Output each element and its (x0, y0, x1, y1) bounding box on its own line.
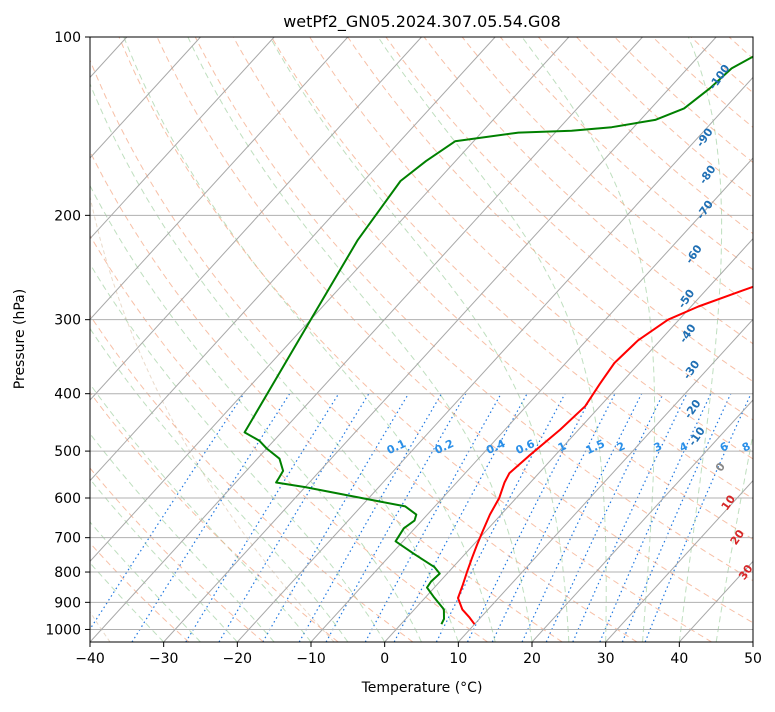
y-tick-label: 800 (54, 565, 81, 581)
x-tick-label: 30 (597, 651, 615, 667)
y-tick-label: 900 (54, 595, 81, 611)
x-tick-label: 40 (670, 651, 688, 667)
x-tick-label: 50 (744, 651, 762, 667)
y-tick-label: 500 (54, 444, 81, 460)
x-tick-label: −30 (149, 651, 179, 667)
x-axis-label: Temperature (°C) (361, 680, 483, 696)
x-tick-label: 20 (523, 651, 541, 667)
x-tick-label: 10 (449, 651, 467, 667)
y-tick-label: 100 (54, 30, 81, 46)
y-tick-label: 200 (54, 208, 81, 224)
x-tick-label: 0 (380, 651, 389, 667)
y-tick-label: 400 (54, 387, 81, 403)
y-tick-label: 300 (54, 313, 81, 329)
x-tick-label: −10 (296, 651, 326, 667)
x-tick-label: −40 (75, 651, 105, 667)
y-tick-label: 1000 (45, 622, 81, 638)
x-tick-label: −20 (223, 651, 253, 667)
y-axis-label: Pressure (hPa) (12, 289, 28, 389)
y-tick-label: 600 (54, 491, 81, 507)
chart-title: wetPf2_GN05.2024.307.05.54.G08 (283, 12, 561, 32)
y-tick-label: 700 (54, 531, 81, 547)
